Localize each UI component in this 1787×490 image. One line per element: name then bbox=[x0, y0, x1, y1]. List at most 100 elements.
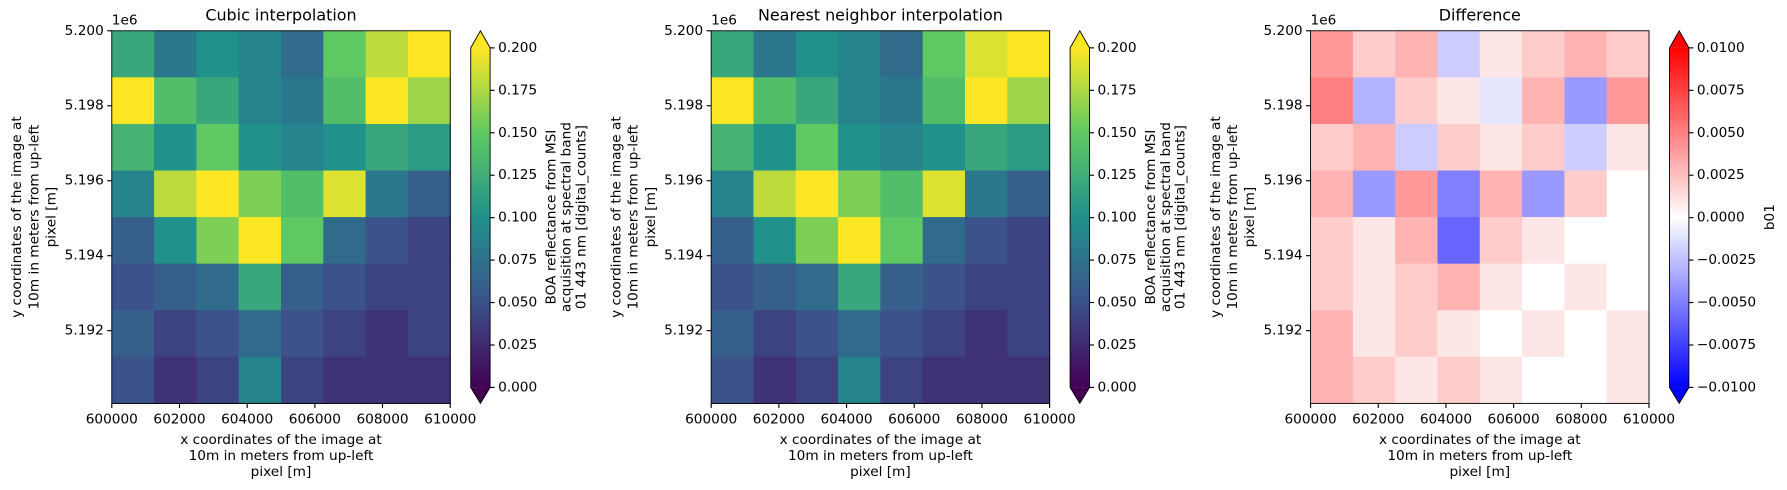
colorbar bbox=[1070, 47, 1090, 388]
x-tick-label: 606000 bbox=[1488, 411, 1540, 427]
heatmap-cell bbox=[1522, 310, 1565, 358]
x-axis-label: x coordinates of the image at bbox=[1379, 432, 1581, 448]
heatmap-cell bbox=[965, 30, 1008, 78]
heatmap-cell bbox=[407, 263, 451, 311]
heatmap-cell bbox=[965, 170, 1008, 218]
heatmap-cell bbox=[711, 310, 755, 358]
heatmap-cell bbox=[407, 170, 451, 218]
heatmap-cell bbox=[238, 170, 282, 218]
heatmap-cell bbox=[196, 123, 240, 172]
heatmap-cell bbox=[281, 310, 324, 358]
heatmap-cell bbox=[1310, 170, 1354, 218]
heatmap-cell bbox=[365, 123, 409, 172]
heatmap-cell bbox=[407, 356, 451, 404]
heatmap-cell bbox=[1310, 30, 1354, 78]
heatmap-cell bbox=[1522, 263, 1565, 311]
heatmap-cell bbox=[365, 77, 409, 125]
heatmap-cell bbox=[1522, 356, 1565, 404]
heatmap-cell bbox=[711, 217, 755, 265]
axes-frame bbox=[1310, 30, 1650, 404]
heatmap-cell bbox=[880, 310, 924, 358]
heatmap-cell bbox=[1437, 217, 1481, 265]
heatmap-cell bbox=[1479, 356, 1523, 404]
axes-frame bbox=[710, 30, 1051, 404]
heatmap-cell bbox=[1395, 263, 1439, 311]
y-tick-label: 5.200 bbox=[664, 23, 703, 39]
heatmap-cell bbox=[238, 30, 282, 78]
offset-text: 1e6 bbox=[1311, 13, 1337, 29]
colorbar bbox=[1669, 47, 1689, 388]
colorbar-tick-label: 0.125 bbox=[498, 167, 537, 183]
heatmap-cell bbox=[711, 263, 755, 311]
heatmap-cell bbox=[281, 77, 324, 125]
heatmap-cell bbox=[154, 170, 197, 218]
colorbar-tick-label: 0.025 bbox=[1097, 337, 1136, 353]
y-tick-label: 5.194 bbox=[664, 248, 703, 264]
heatmap-cell bbox=[1352, 356, 1396, 404]
y-axis-label: y coordinates of the image at bbox=[9, 116, 25, 318]
colorbar bbox=[470, 47, 491, 388]
heatmap-cell bbox=[323, 217, 367, 265]
colorbar-tick-label: −0.0050 bbox=[1697, 295, 1756, 311]
colorbar-tick-label: 0.000 bbox=[498, 379, 537, 395]
heatmap-cell bbox=[1564, 217, 1608, 265]
heatmap-cell bbox=[1395, 356, 1439, 404]
colorbar-label: BOA reflectance from MSI bbox=[544, 130, 560, 305]
heatmap-cell bbox=[1522, 77, 1565, 125]
heatmap-cell bbox=[111, 170, 155, 218]
x-tick-label: 600000 bbox=[685, 411, 737, 427]
heatmap-cell bbox=[1007, 77, 1051, 125]
heatmap-cell bbox=[1437, 123, 1481, 172]
heatmap-cell bbox=[880, 30, 924, 78]
heatmap-cell bbox=[1522, 217, 1565, 265]
heatmap-cell bbox=[1564, 310, 1608, 358]
x-axis-label: pixel [m] bbox=[251, 464, 312, 480]
y-tick-label: 5.196 bbox=[664, 173, 703, 189]
colorbar-label: acquisition at spectral band bbox=[1158, 122, 1174, 312]
heatmap-cell bbox=[753, 30, 797, 78]
y-tick-label: 5.196 bbox=[65, 173, 104, 189]
colorbar-extend-min bbox=[470, 387, 491, 404]
colorbar-tick-label: 0.0075 bbox=[1697, 82, 1745, 98]
heatmap-cell bbox=[238, 263, 282, 311]
heatmap-cell bbox=[1352, 123, 1396, 172]
heatmap-cell bbox=[111, 123, 155, 172]
x-tick-label: 604000 bbox=[1420, 411, 1472, 427]
colorbar-tick-label: 0.100 bbox=[498, 210, 537, 226]
heatmap-cell bbox=[154, 310, 197, 358]
colorbar-label: 01 443 nm [digital_counts] bbox=[573, 125, 589, 309]
heatmap-cell bbox=[1606, 77, 1650, 125]
y-axis-label: 10m in meters from up-left bbox=[626, 124, 642, 309]
heatmap-cell bbox=[795, 217, 839, 265]
heatmap-cell bbox=[154, 123, 197, 172]
heatmap-cell bbox=[238, 77, 282, 125]
colorbar-tick-label: 0.125 bbox=[1097, 167, 1136, 183]
heatmap-cell bbox=[196, 77, 240, 125]
heatmap-cell bbox=[795, 77, 839, 125]
colorbar-tick-label: 0.0050 bbox=[1697, 125, 1745, 141]
heatmap-cell bbox=[1395, 123, 1439, 172]
heatmap-cell bbox=[1007, 170, 1051, 218]
heatmap-cell bbox=[1606, 217, 1650, 265]
x-tick-label: 600000 bbox=[86, 411, 138, 427]
heatmap-cell bbox=[965, 310, 1008, 358]
y-tick-label: 5.192 bbox=[65, 323, 104, 339]
heatmap-cell bbox=[238, 310, 282, 358]
heatmap-cell bbox=[1479, 170, 1523, 218]
heatmap-cell bbox=[1606, 356, 1650, 404]
heatmap-cell bbox=[1479, 30, 1523, 78]
heatmap-cell bbox=[1007, 356, 1051, 404]
x-axis-label: x coordinates of the image at bbox=[780, 432, 982, 448]
heatmap-cell bbox=[1437, 356, 1481, 404]
heatmap-cell bbox=[1437, 30, 1481, 78]
heatmap-cell bbox=[196, 263, 240, 311]
x-axis-label: pixel [m] bbox=[850, 464, 911, 480]
heatmap-cell bbox=[795, 170, 839, 218]
heatmap-cell bbox=[1352, 30, 1396, 78]
heatmap-cell bbox=[154, 30, 197, 78]
y-tick-label: 5.194 bbox=[1263, 248, 1302, 264]
x-tick-label: 608000 bbox=[356, 411, 408, 427]
heatmap-cell bbox=[838, 77, 881, 125]
heatmap-cell bbox=[1395, 170, 1439, 218]
offset-text: 1e6 bbox=[711, 13, 737, 29]
